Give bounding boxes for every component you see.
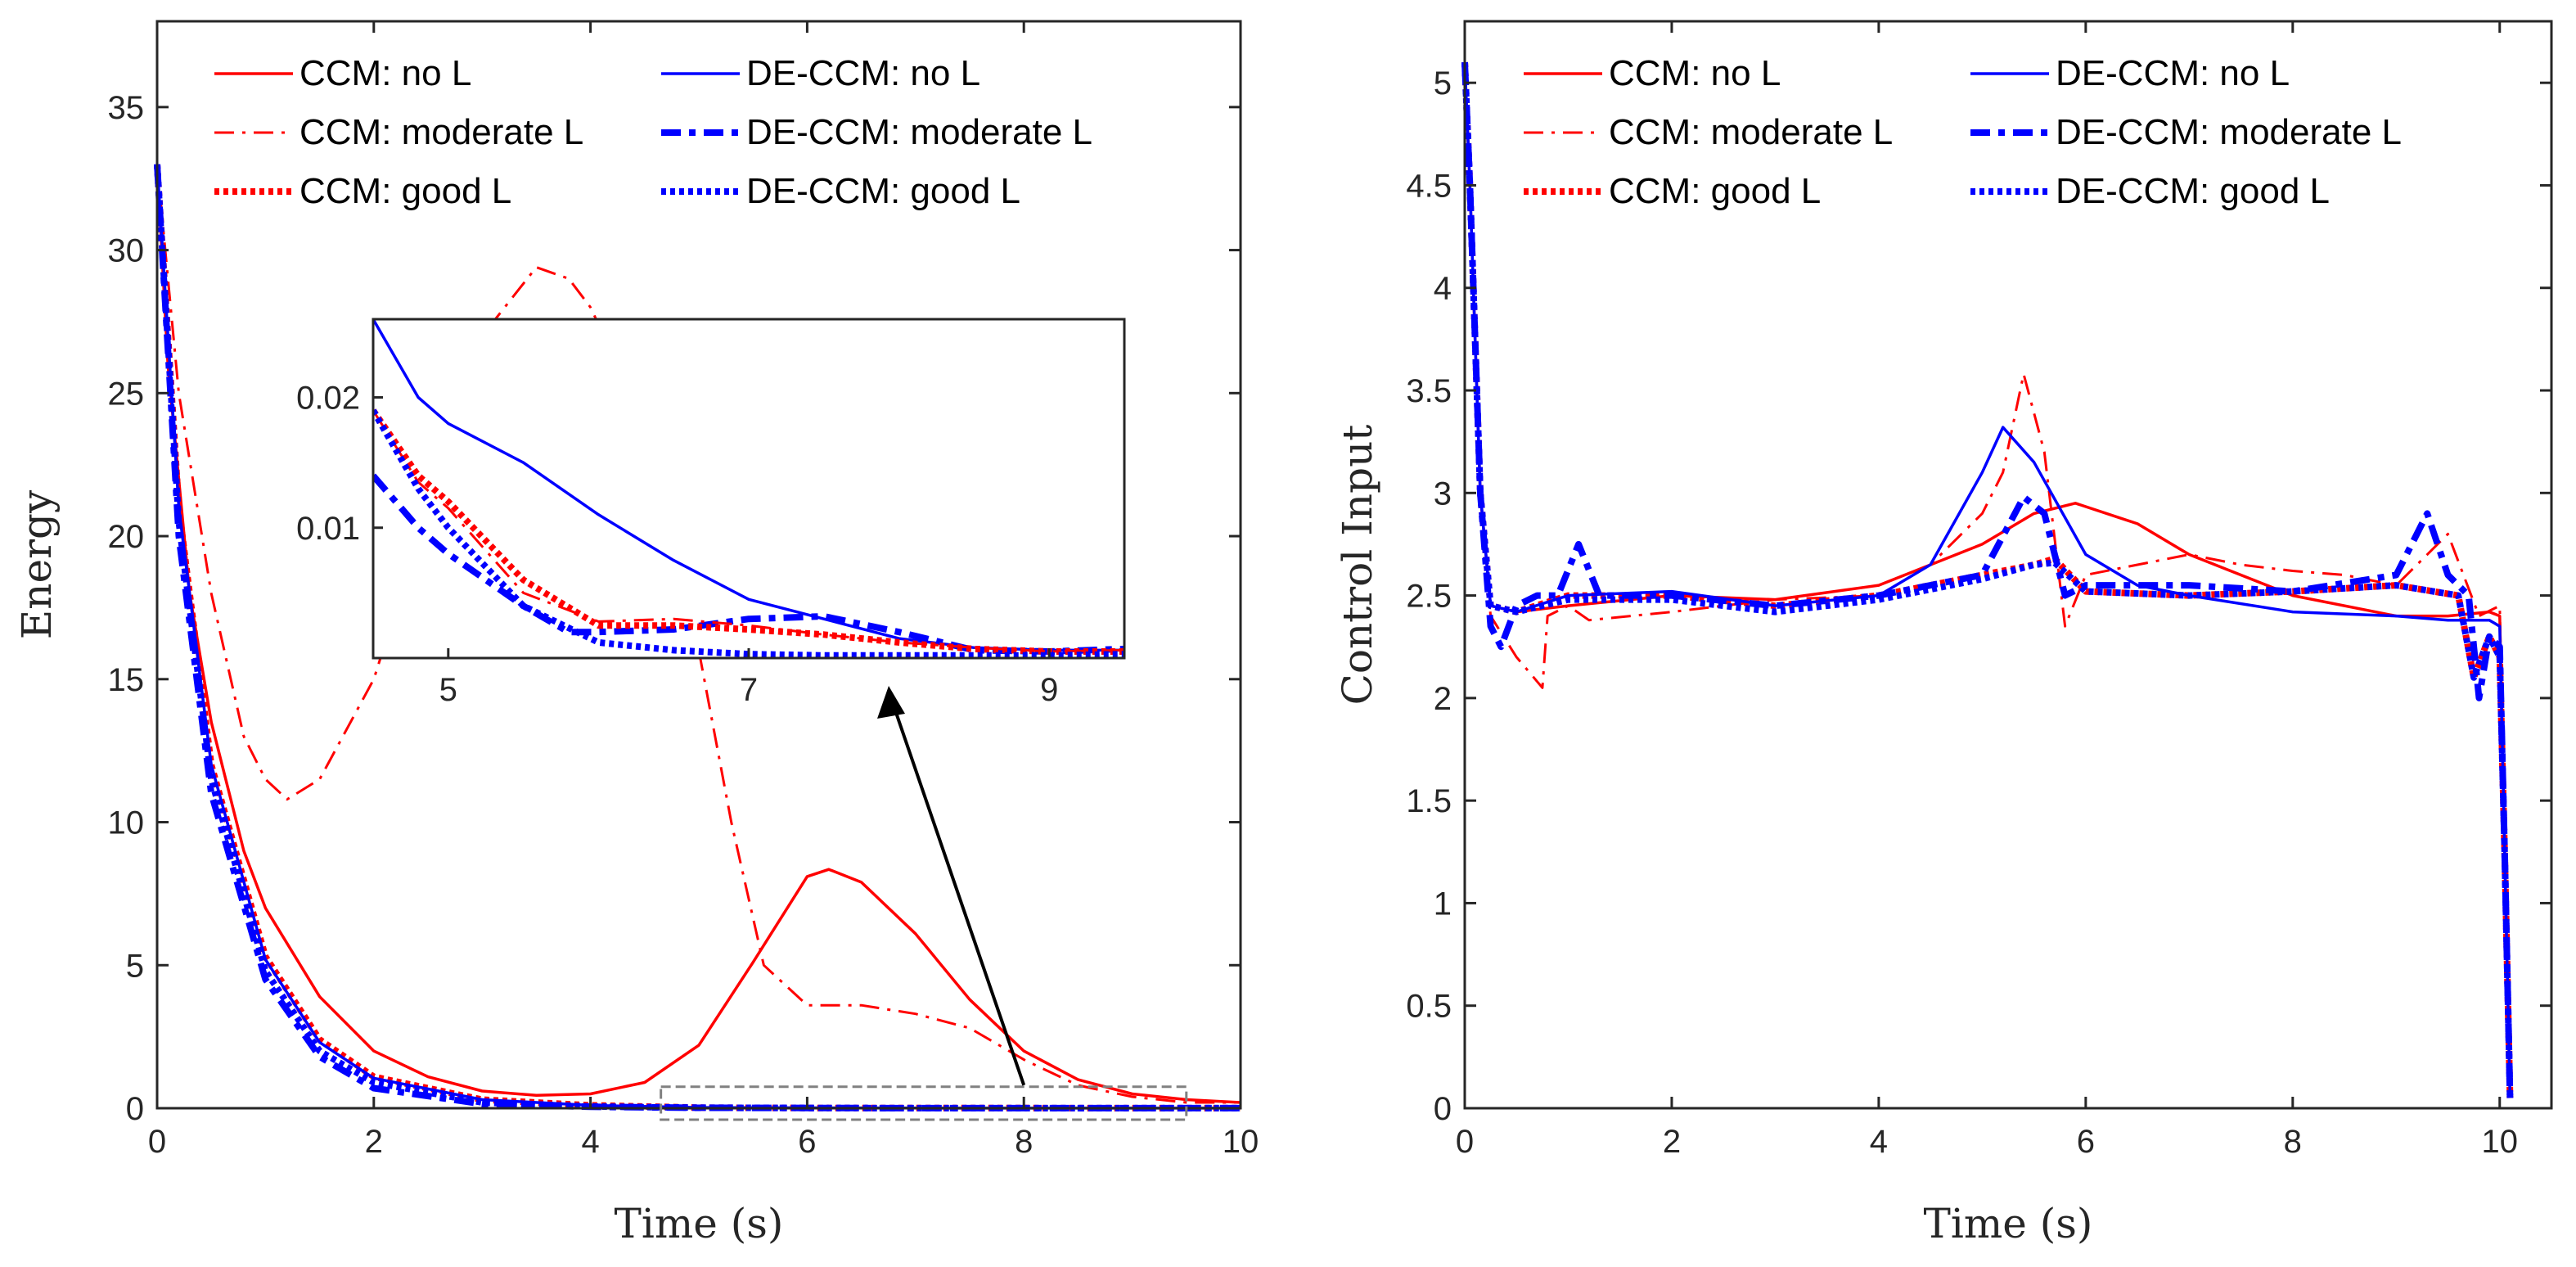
y-tick-label: 5 — [126, 948, 144, 984]
x-tick-label: 0 — [148, 1124, 166, 1160]
y-tick-label: 20 — [108, 519, 145, 555]
axes-frame — [1463, 20, 2553, 1110]
y-tick-label: 15 — [108, 662, 145, 698]
y-tick-label: 25 — [108, 376, 145, 412]
legend-label: CCM: good L — [299, 171, 511, 211]
x-tick-label: 10 — [1223, 1124, 1259, 1160]
series-line-de-ccm-good-l — [154, 164, 1241, 1111]
y-axis-label: Energy — [13, 489, 61, 639]
y-tick-label: 0 — [1434, 1091, 1452, 1127]
series-line-de-ccm-moderate-l — [1461, 61, 2514, 1098]
series-line-ccm-good-l — [1461, 61, 2514, 1098]
x-axis-label: Time (s) — [1924, 1200, 2093, 1247]
inset-background — [373, 319, 1124, 658]
x-tick-label: 8 — [1015, 1124, 1033, 1160]
series-line-ccm-no-l — [155, 164, 1241, 1104]
x-tick-label: 2 — [1663, 1124, 1681, 1160]
legend-label: DE-CCM: no L — [2056, 53, 2290, 93]
y-tick-label: 4 — [1434, 271, 1452, 307]
x-tick-label: 2 — [365, 1124, 383, 1160]
y-tick-label: 0.5 — [1406, 989, 1452, 1025]
axes-frame — [155, 20, 1242, 1110]
x-axis-label: Time (s) — [615, 1200, 784, 1247]
inset-x-tick-label: 9 — [1040, 672, 1058, 708]
y-tick-label: 30 — [108, 233, 145, 269]
y-axis-label: Control Input — [1334, 425, 1381, 706]
legend-label: CCM: good L — [1609, 171, 1821, 211]
legend-label: CCM: moderate L — [1609, 112, 1893, 152]
inset-y-tick-label: 0.02 — [296, 381, 360, 417]
zoom-arrow-shaft — [892, 705, 1026, 1086]
legend-label: DE-CCM: good L — [2056, 171, 2330, 211]
legend-label: DE-CCM: moderate L — [746, 112, 1092, 152]
x-tick-label: 10 — [2482, 1124, 2519, 1160]
y-tick-label: 4.5 — [1406, 168, 1452, 204]
x-tick-label: 4 — [581, 1124, 599, 1160]
x-tick-label: 6 — [2077, 1124, 2095, 1160]
inset-y-tick-label: 0.01 — [296, 511, 360, 547]
x-tick-label: 0 — [1456, 1124, 1474, 1160]
series-line-ccm-moderate-l — [1463, 62, 2511, 1098]
legend-label: CCM: no L — [299, 53, 471, 93]
legend-label: DE-CCM: good L — [746, 171, 1020, 211]
inset-plot-area — [373, 319, 1124, 658]
inset-x-tick-label: 5 — [439, 672, 457, 708]
x-tick-label: 8 — [2284, 1124, 2302, 1160]
x-tick-label: 4 — [1870, 1124, 1888, 1160]
y-tick-label: 2 — [1434, 681, 1452, 717]
y-tick-label: 1.5 — [1406, 783, 1452, 819]
control-input-chart: 0 2 4 6 8 10 0 0.5 1 1.5 2 2.5 3 3.5 4 4.5 5 Time (s) Cont… — [1334, 20, 2553, 1247]
zoom-arrow-head — [877, 686, 905, 719]
y-tick-label: 2.5 — [1406, 579, 1452, 615]
y-tick-label: 3.5 — [1406, 373, 1452, 409]
energy-chart: 0 2 4 6 8 10 0 5 10 15 20 25 30 35 Time (s) Energy CCM: … — [13, 20, 1259, 1247]
legend-label: DE-CCM: moderate L — [2056, 112, 2402, 152]
y-tick-label: 3 — [1434, 476, 1452, 512]
inset-series-line-de-ccm-good-l — [373, 408, 1124, 658]
legend-label: DE-CCM: no L — [746, 53, 980, 93]
y-tick-label: 5 — [1434, 65, 1452, 101]
legend-label: CCM: moderate L — [299, 112, 583, 152]
y-tick-label: 0 — [126, 1091, 144, 1127]
y-tick-label: 10 — [108, 805, 145, 841]
x-tick-label: 6 — [798, 1124, 816, 1160]
inset-series-line-ccm-moderate-l — [373, 409, 1124, 653]
inset-x-tick-label: 7 — [740, 672, 758, 708]
y-tick-label: 1 — [1434, 886, 1452, 922]
legend-label: CCM: no L — [1609, 53, 1781, 93]
y-tick-label: 35 — [108, 90, 145, 126]
inset-series-line-de-ccm-moderate-l — [373, 473, 1124, 655]
